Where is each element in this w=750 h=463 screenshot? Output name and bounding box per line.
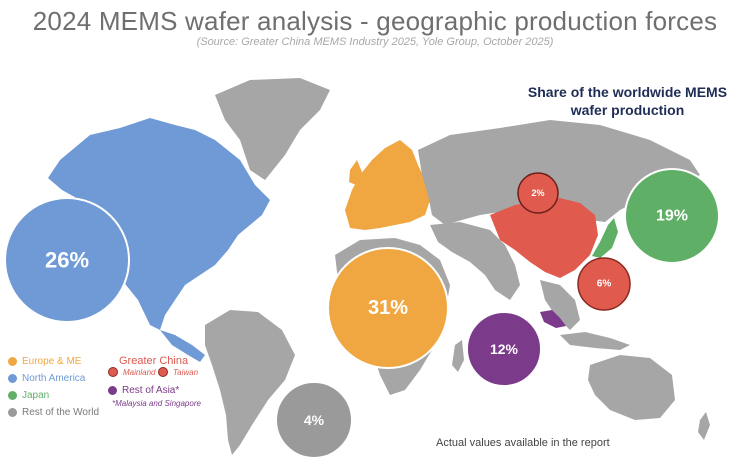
madagascar-shape: [452, 340, 464, 372]
legend-label-north-america: North America: [22, 373, 86, 384]
bubble-label-europe-me: 31%: [368, 297, 408, 319]
bubble-japan: 19%: [624, 168, 720, 264]
japan-shape: [592, 218, 618, 258]
middle-east-india-shape: [430, 222, 520, 300]
legend-label-rest-asia: Rest of Asia*: [122, 385, 180, 396]
share-title: Share of the worldwide MEMS wafer produc…: [505, 83, 750, 119]
legend-label-mainland: Mainland: [123, 367, 156, 377]
bubble-north-america: 26%: [4, 197, 130, 323]
bubble-label-japan: 19%: [656, 208, 688, 225]
legend-rest-asia-note: *Malaysia and Singapore: [112, 399, 201, 408]
indonesia-shape: [560, 332, 630, 350]
bubble-taiwan: 6%: [577, 257, 631, 311]
mainland-dot-icon: [108, 367, 118, 377]
southeast-asia-shape: [540, 280, 580, 330]
south-america-shape: [205, 310, 295, 455]
rest-asia-dot-icon: [108, 386, 117, 395]
legend-greater-china: Greater China: [119, 355, 189, 367]
legend-item-mainland: Mainland: [108, 367, 155, 377]
new-zealand-shape: [698, 412, 710, 440]
legend-item-europe: Europe & ME: [8, 356, 81, 367]
china-shape: [490, 198, 598, 278]
europe-dot-icon: [8, 357, 17, 366]
legend-label-europe: Europe & ME: [22, 356, 82, 367]
bubble-label-north-america: 26%: [45, 248, 89, 273]
legend-label-taiwan: Taiwan: [173, 367, 199, 377]
bubble-mainland: 2%: [517, 172, 559, 214]
rest-world-dot-icon: [8, 408, 17, 417]
bubble-label-mainland: 2%: [531, 188, 544, 198]
bubble-label-rest-of-asia: 12%: [490, 341, 519, 357]
north-america-dot-icon: [8, 374, 17, 383]
page-title: 2024 MEMS wafer analysis - geographic pr…: [32, 6, 718, 36]
greenland-shape: [215, 78, 330, 180]
share-title-line-2: wafer production: [570, 102, 685, 118]
bubble-label-taiwan: 6%: [597, 279, 612, 290]
legend-item-japan: Japan: [8, 390, 49, 401]
australia-shape: [588, 355, 675, 420]
legend-label-japan: Japan: [22, 390, 50, 401]
footer-note: Actual values available in the report: [436, 437, 610, 449]
legend-item-rest-world: Rest of the World: [8, 407, 99, 418]
malaysia-shape: [540, 310, 566, 328]
taiwan-dot-icon: [158, 367, 168, 377]
legend-item-north-america: North America: [8, 373, 85, 384]
japan-dot-icon: [8, 391, 17, 400]
mexico-shape: [160, 330, 205, 362]
legend-label-rest-world: Rest of the World: [22, 407, 100, 418]
bubble-label-rest-of-world: 4%: [304, 412, 325, 428]
europe-shape: [345, 140, 430, 230]
north-america-shape: [48, 118, 270, 330]
bubble-rest-of-asia: 12%: [466, 311, 542, 387]
source-note: (Source: Greater China MEMS Industry 202…: [196, 36, 554, 48]
legend-item-taiwan: Taiwan: [158, 367, 198, 377]
legend-item-rest-asia: Rest of Asia*: [108, 385, 179, 396]
bubble-europe-me: 31%: [327, 247, 449, 369]
uk-shape: [349, 160, 362, 185]
bubble-rest-of-world: 4%: [275, 381, 353, 459]
share-title-line-1: Share of the worldwide MEMS: [527, 84, 728, 100]
